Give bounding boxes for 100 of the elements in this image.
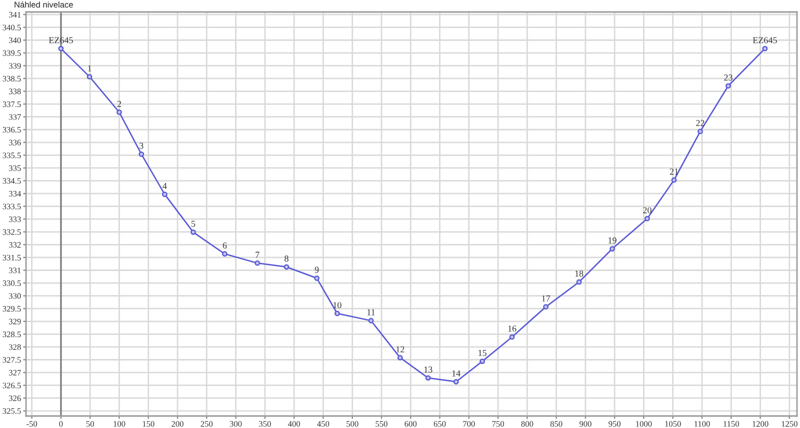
annotation: 3 <box>140 142 144 149</box>
x-tick-label: 400 <box>288 421 300 427</box>
x-tick-label: 600 <box>404 421 417 427</box>
point <box>334 310 340 316</box>
x-tick-label: 350 <box>259 421 271 427</box>
y-tick-label: 329.5 <box>2 306 21 312</box>
annotation: 10 <box>333 302 342 308</box>
point <box>162 192 168 198</box>
point <box>698 128 703 134</box>
x-tick-label: 300 <box>230 421 242 427</box>
annotation: 14 <box>452 370 460 376</box>
annotation: 7 <box>256 252 260 258</box>
point <box>453 379 459 384</box>
y-tick-label: 338.5 <box>2 76 21 82</box>
point <box>480 358 486 364</box>
annotation: 20 <box>643 207 652 214</box>
y-tick-label: 327.5 <box>2 357 21 363</box>
y-tick-label: 333 <box>9 216 21 222</box>
y-tick-label: 339.5 <box>2 50 21 56</box>
y-tick-label: 326.5 <box>2 382 21 388</box>
y-tick-label: 326 <box>9 395 21 402</box>
x-tick-label: 250 <box>200 421 213 427</box>
point <box>762 46 768 52</box>
y-tick-label: 337.5 <box>2 101 21 108</box>
x-tick-label: 1100 <box>694 421 710 427</box>
annotation: 11 <box>367 309 375 316</box>
x-tick-label: 1200 <box>752 421 768 427</box>
x-tick-label: 950 <box>608 421 621 427</box>
point <box>671 177 677 183</box>
point <box>314 275 320 281</box>
point <box>610 246 615 252</box>
annotation: 1 <box>88 65 92 72</box>
x-tick-label: 100 <box>114 421 126 427</box>
y-tick-label: 328 <box>9 344 21 350</box>
annotation: EZ645 <box>752 37 777 44</box>
point <box>397 354 403 360</box>
x-tick-label: 1050 <box>665 421 681 427</box>
annotation: 17 <box>542 295 550 302</box>
chart-title: Náhled nivelace <box>14 1 73 8</box>
point <box>576 279 582 285</box>
y-tick-label: 332.5 <box>2 229 21 235</box>
point <box>284 264 290 270</box>
point <box>58 46 64 52</box>
annotation: 15 <box>478 350 486 356</box>
point <box>543 304 549 310</box>
point <box>254 260 260 266</box>
y-tick-label: 339 <box>9 63 21 69</box>
annotation: 23 <box>724 74 732 81</box>
annotation: 21 <box>670 168 678 175</box>
point <box>644 216 650 222</box>
annotation: 9 <box>314 266 319 273</box>
x-tick-label: 1150 <box>724 421 740 427</box>
annotation: 22 <box>696 120 704 126</box>
x-tick-label: 700 <box>463 421 475 427</box>
annotation: 6 <box>222 242 227 249</box>
y-tick-label: 333.5 <box>2 204 21 210</box>
point <box>116 110 122 115</box>
x-tick-label: 650 <box>434 421 446 427</box>
point <box>509 334 515 340</box>
y-tick-label: 330 <box>9 293 21 299</box>
x-tick-label: 900 <box>579 421 592 427</box>
y-tick-label: 336.5 <box>2 126 21 133</box>
x-tick-label: 750 <box>492 421 504 427</box>
point <box>222 251 228 257</box>
y-tick-label: 336 <box>9 140 21 146</box>
annotation: 13 <box>424 366 432 373</box>
point <box>368 318 374 324</box>
annotation: 12 <box>396 346 404 352</box>
point <box>138 151 144 157</box>
point <box>86 74 92 80</box>
annotation: 8 <box>284 256 288 262</box>
y-tick-label: 334.5 <box>2 178 21 184</box>
y-tick-label: 338 <box>9 88 21 94</box>
y-tick-label: 332 <box>9 242 21 248</box>
annotation: 2 <box>117 100 121 107</box>
y-tick-label: 335.5 <box>2 152 21 158</box>
point <box>190 229 196 235</box>
x-tick-label: 1250 <box>782 421 798 427</box>
x-tick-label: 450 <box>317 421 330 427</box>
point <box>726 83 731 89</box>
y-tick-label: 325.5 <box>2 408 21 414</box>
y-tick-label: 327 <box>9 370 21 376</box>
y-tick-label: 328.5 <box>2 332 21 338</box>
y-tick-label: 341 <box>9 12 21 18</box>
y-tick-label: 329 <box>9 318 21 324</box>
y-tick-label: 340 <box>9 37 21 44</box>
annotation: 16 <box>508 326 516 332</box>
x-tick-label: 1000 <box>636 421 652 427</box>
x-tick-label: 150 <box>142 421 154 427</box>
y-tick-label: 330.5 <box>2 280 21 286</box>
x-tick-label: 50 <box>86 421 94 427</box>
annotation: 5 <box>192 220 196 227</box>
y-tick-label: 340.5 <box>2 24 21 30</box>
point <box>425 375 431 381</box>
y-tick-label: 337 <box>9 114 21 120</box>
annotation: 4 <box>162 182 167 189</box>
x-tick-label: 0 <box>59 421 63 427</box>
x-tick-label: 550 <box>376 421 388 427</box>
x-tick-label: -50 <box>26 421 38 427</box>
y-tick-label: 334 <box>9 190 22 197</box>
